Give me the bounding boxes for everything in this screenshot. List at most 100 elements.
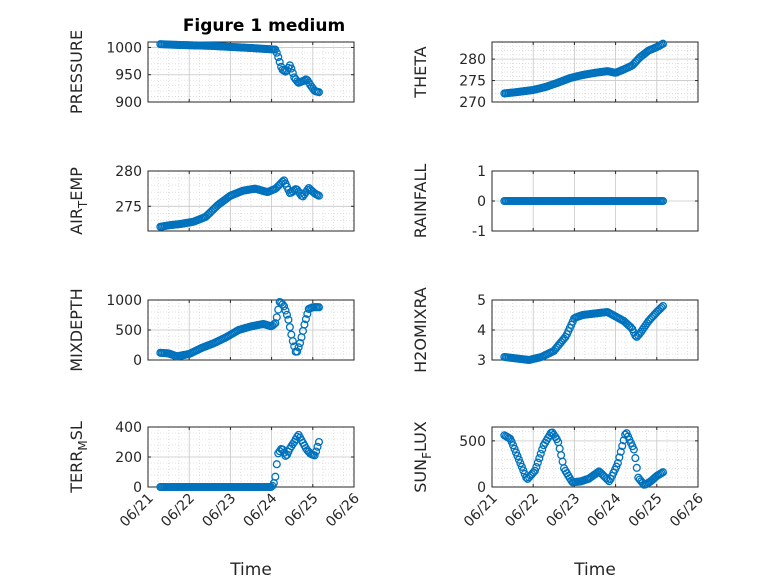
series-air-temp [156, 176, 324, 231]
data-point-pressure [275, 57, 284, 66]
data-point-mixdepth [285, 323, 294, 332]
data-point-sun-flux [509, 441, 518, 450]
x-tick-label-terr-msl: 06/24 [241, 490, 281, 530]
y-tick-label-air-temp: 275 [115, 199, 142, 215]
y-tick-label-sun-flux: 500 [459, 434, 486, 450]
y-tick-label-rainfall: -1 [472, 224, 486, 240]
y-tick-label-terr-msl: 200 [115, 450, 142, 466]
data-point-sun-flux [631, 454, 640, 463]
y-tick-label-pressure: 900 [115, 95, 142, 111]
y-tick-label-sun-flux: 0 [477, 480, 486, 496]
data-point-mixdepth [296, 339, 305, 348]
data-point-sun-flux [519, 466, 528, 475]
y-tick-label-pressure: 1000 [106, 40, 142, 56]
x-tick-label-sun-flux: 06/26 [667, 490, 707, 530]
data-point-air-temp [314, 191, 324, 200]
data-point-sun-flux [658, 468, 668, 477]
data-point-sun-flux [532, 462, 541, 472]
y-axis-label-sun-flux: SUNFLUX [411, 421, 434, 493]
data-point-pressure [314, 88, 324, 97]
data-point-terr-msl [271, 472, 280, 481]
y-tick-label-terr-msl: 400 [115, 420, 142, 436]
x-tick-label-terr-msl: 06/22 [158, 491, 198, 531]
x-tick-label-sun-flux: 06/22 [502, 491, 542, 531]
data-point-mixdepth [281, 306, 290, 315]
axes-box-sun-flux [491, 426, 699, 488]
data-point-rainfall [658, 196, 668, 206]
series-mixdepth [156, 297, 324, 361]
series-rainfall [500, 196, 668, 206]
data-point-mixdepth [288, 337, 297, 346]
y-tick-label-h2omixra: 5 [477, 293, 486, 309]
y-tick-label-rainfall: 1 [477, 164, 486, 180]
series-theta [500, 39, 668, 98]
data-point-terr-msl [310, 451, 319, 460]
data-point-sun-flux [530, 466, 539, 475]
data-point-pressure [274, 53, 283, 62]
data-point-terr-msl [313, 442, 322, 451]
x-axis-label-right: Time [573, 560, 616, 580]
data-point-mixdepth [301, 315, 310, 324]
x-tick-label-sun-flux: 06/25 [626, 491, 666, 531]
y-axis-label-pressure: PRESSURE [67, 30, 86, 114]
y-axis-label-h2omixra: H2OMIXRA [411, 287, 430, 373]
data-point-terr-msl [312, 447, 321, 456]
data-point-sun-flux [632, 463, 641, 472]
axes-box-theta [491, 41, 699, 103]
data-point-mixdepth [314, 303, 324, 312]
x-tick-label-sun-flux: 06/23 [543, 491, 583, 531]
data-point-air-temp [290, 186, 299, 195]
y-tick-label-mixdepth: 500 [115, 323, 142, 339]
data-point-sun-flux [618, 441, 627, 451]
y-axis-label-rainfall: RAINFALL [411, 164, 430, 239]
data-point-sun-flux [513, 451, 522, 461]
data-point-terr-msl [272, 460, 281, 469]
data-point-mixdepth [272, 313, 281, 322]
data-point-mixdepth [284, 315, 293, 324]
data-point-sun-flux [507, 437, 516, 446]
data-point-pressure [272, 48, 281, 57]
axes-box-pressure [147, 41, 355, 103]
y-tick-label-air-temp: 280 [115, 164, 142, 180]
data-point-h2omixra [657, 303, 666, 312]
x-tick-label-terr-msl: 06/25 [282, 491, 322, 531]
data-point-sun-flux [538, 445, 547, 454]
data-point-sun-flux [615, 453, 624, 462]
data-point-pressure [288, 68, 297, 78]
axes-box-air-temp [147, 170, 355, 232]
data-point-sun-flux [511, 448, 521, 457]
data-point-sun-flux [536, 449, 545, 458]
data-point-sun-flux [629, 445, 638, 454]
data-point-mixdepth [279, 302, 289, 311]
data-point-theta [658, 39, 668, 48]
data-point-sun-flux [516, 459, 525, 468]
y-axis-label-mixdepth: MIXDEPTH [67, 288, 86, 371]
x-tick-label-terr-msl: 06/23 [199, 491, 239, 531]
y-axis-label-theta: THETA [411, 46, 430, 98]
series-h2omixra [500, 301, 668, 365]
series-sun-flux [500, 428, 668, 489]
data-point-terr-msl [314, 437, 324, 447]
y-tick-label-pressure: 950 [115, 68, 142, 84]
y-tick-label-mixdepth: 1000 [106, 293, 142, 309]
figure-title: Figure 1 medium [183, 16, 345, 36]
y-tick-label-theta: 275 [459, 74, 486, 90]
data-point-sun-flux [535, 454, 544, 463]
y-tick-label-theta: 270 [459, 95, 486, 111]
x-tick-label-terr-msl: 06/26 [323, 490, 363, 530]
data-point-sun-flux [514, 455, 523, 464]
y-tick-label-terr-msl: 0 [133, 480, 142, 496]
data-point-h2omixra [658, 301, 668, 311]
y-tick-label-h2omixra: 4 [477, 323, 486, 339]
x-tick-label-sun-flux: 06/21 [461, 491, 501, 531]
data-point-mixdepth [293, 347, 302, 356]
data-point-pressure [287, 64, 296, 73]
y-axis-label-terr-msl: TERRMSL [67, 421, 90, 494]
data-point-mixdepth [294, 343, 303, 352]
y-tick-label-rainfall: 0 [477, 194, 486, 210]
data-point-sun-flux [522, 473, 531, 482]
data-point-mixdepth [269, 320, 278, 329]
y-axis-label-air-temp: AIRTEMP [67, 167, 90, 235]
data-point-mixdepth [282, 310, 292, 319]
